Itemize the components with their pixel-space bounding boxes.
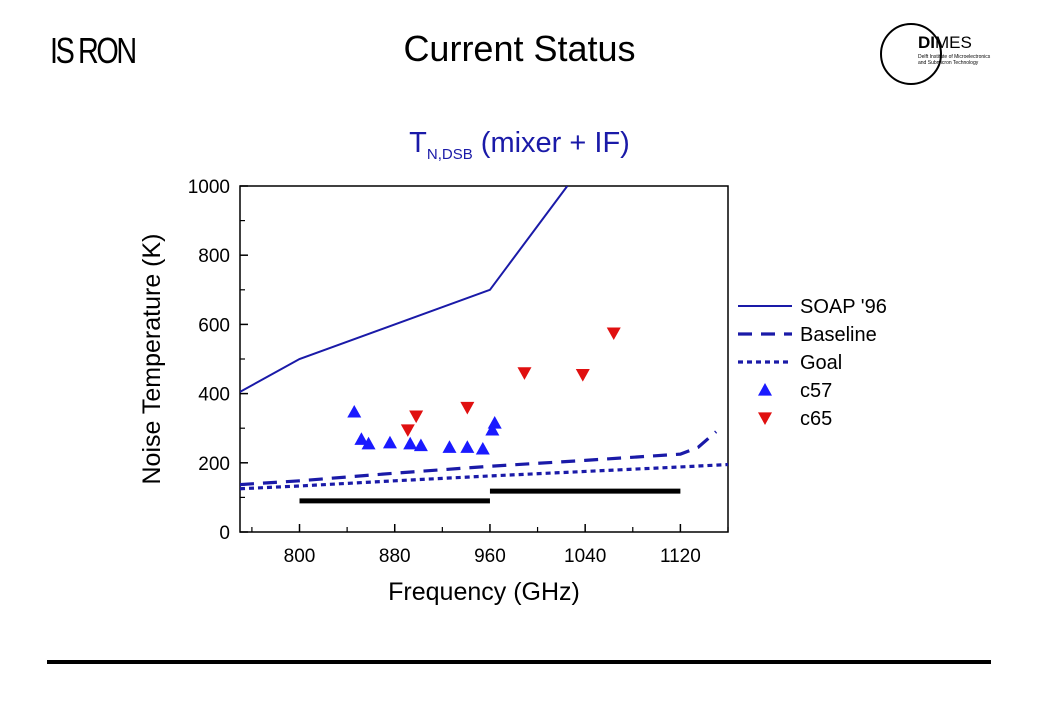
chart-title: TN,DSB (mixer + IF) bbox=[409, 127, 630, 163]
data-point-c57 bbox=[413, 438, 428, 452]
y-tick-label: 800 bbox=[198, 246, 230, 267]
x-axis-label: Frequency (GHz) bbox=[388, 578, 580, 606]
dimes-logo: DIMES Delft Institute of Microelectronic… bbox=[880, 20, 1010, 90]
y-tick-label: 600 bbox=[198, 315, 230, 336]
dimes-logo-text: DIMES bbox=[918, 33, 972, 52]
y-tick-label: 1000 bbox=[188, 177, 230, 198]
x-tick-label: 1040 bbox=[564, 546, 606, 567]
data-point-c65 bbox=[517, 367, 532, 380]
x-tick-label: 800 bbox=[284, 546, 316, 567]
legend-label-goal: Goal bbox=[800, 352, 842, 374]
data-point-c65 bbox=[575, 368, 590, 382]
data-point-c57 bbox=[475, 441, 490, 455]
y-axis-label: Noise Temperature (K) bbox=[138, 233, 166, 484]
data-point-c57 bbox=[485, 422, 500, 436]
legend-label-c65: c65 bbox=[800, 408, 832, 430]
series-line-soap-96 bbox=[240, 186, 569, 393]
data-point-c57 bbox=[347, 404, 362, 418]
data-point-c65 bbox=[409, 410, 424, 424]
data-point-c57 bbox=[487, 416, 502, 429]
x-tick-label: 880 bbox=[379, 546, 411, 567]
legend-label-soap-96: SOAP '96 bbox=[800, 296, 887, 318]
data-point-c57 bbox=[354, 432, 369, 445]
data-point-c65 bbox=[460, 401, 475, 415]
legend-label-c57: c57 bbox=[800, 380, 832, 402]
data-point-c57 bbox=[382, 435, 397, 449]
x-tick-label: 1120 bbox=[660, 546, 701, 567]
series-line-goal bbox=[240, 462, 728, 491]
y-tick-label: 200 bbox=[198, 454, 230, 475]
slide-title: Current Status bbox=[403, 28, 636, 69]
y-tick-label: 0 bbox=[219, 523, 230, 544]
data-point-c57 bbox=[361, 436, 376, 450]
y-tick-label: 400 bbox=[198, 385, 230, 406]
data-point-c65 bbox=[606, 327, 621, 341]
legend-marker-c57 bbox=[758, 383, 772, 396]
legend-marker-c65 bbox=[758, 412, 772, 425]
dimes-logo-subtitle: Delft Institute of Microelectronics and S… bbox=[918, 54, 991, 66]
data-point-c57 bbox=[403, 436, 418, 450]
data-point-c65 bbox=[400, 424, 415, 437]
series-line-baseline bbox=[240, 430, 718, 487]
x-tick-label: 960 bbox=[474, 546, 506, 567]
dimes-logo-ring bbox=[880, 23, 942, 85]
data-point-c57 bbox=[460, 440, 475, 453]
isron-logo: IS RON bbox=[50, 30, 137, 71]
legend-label-baseline: Baseline bbox=[800, 324, 877, 346]
bottom-divider bbox=[47, 660, 991, 664]
data-point-c57 bbox=[442, 440, 457, 453]
